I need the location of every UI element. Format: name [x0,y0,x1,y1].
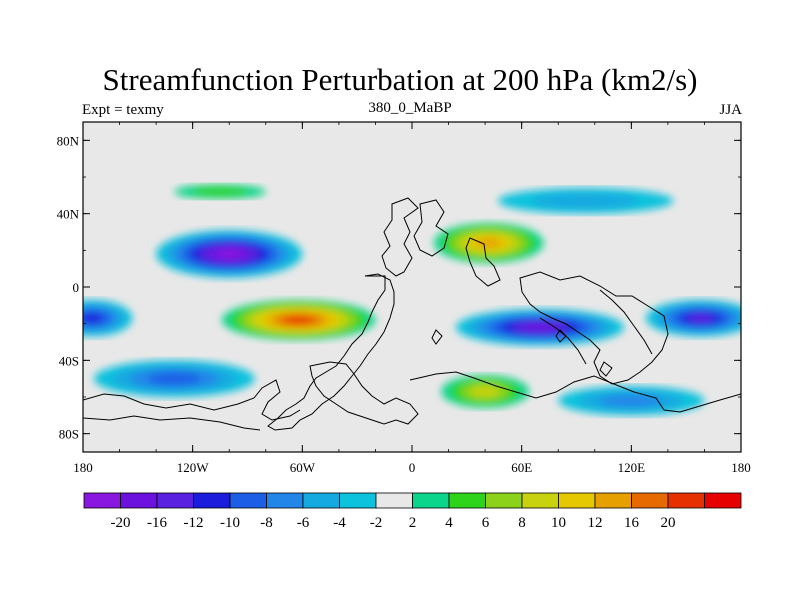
x-tick-label-5: 120E [618,460,646,475]
field-East-Pacific-low [83,299,133,337]
contour-West-Pacific-low--12 [688,313,714,323]
coastline-north-america [381,197,419,277]
coastline-southern-africa [309,361,419,425]
colorbar-label-14: 16 [624,515,640,531]
colorbar-label-13: 12 [588,515,603,531]
colorbar-label-3: -10 [220,515,240,531]
case-label: 380_0_MaBP [368,100,452,116]
colorbar-swatch-14 [594,492,632,509]
field-South-Africa-high [441,375,529,408]
colorbar-swatch-11 [485,492,523,509]
field-Southern-Ocean-low [558,386,705,416]
contour-North-Atlantic-low--4 [532,193,639,209]
colorbar-swatch-3 [193,492,231,509]
contour-North-Pacific-low--20 [216,249,243,259]
colorbar-label-12: 10 [551,515,566,531]
colorbar-label-4: -8 [260,515,273,531]
colorbar-label-8: 2 [409,515,417,531]
coastline-indian-islands [431,329,613,377]
field-South-Pacific-low [93,360,255,397]
field-South-American-high [221,299,376,341]
coastline-south-america [267,273,395,431]
colorbar-label-9: 4 [445,515,453,531]
colorbar-swatch-16 [667,492,705,509]
colorbar-swatch-2 [156,492,194,509]
colorbar-swatch-10 [448,492,486,509]
contour-field [83,184,741,416]
coastlines [83,197,741,431]
x-axis: 180 120W 60W 0 60E 120E 180 [73,122,751,475]
experiment-label: Expt = texmy [82,102,164,118]
colorbar-swatch-13 [558,492,596,509]
colorbar-label-10: 6 [482,515,490,531]
y-tick-label-3: 40S [59,353,79,368]
coastline-asia [519,271,669,385]
y-tick-label-2: 0 [73,280,80,295]
field-Tethys-high [433,222,544,264]
contour-Southern-Ocean-low--6 [600,394,663,407]
field-Indian-Ocean-low [455,309,625,346]
colorbar-swatch-17 [704,492,742,509]
contour-Tethys-high-12 [476,238,502,248]
x-tick-label-2: 60W [290,460,316,475]
colorbar-label-2: -12 [184,515,204,531]
field-North-Atlantic-low [497,188,674,214]
colorbar-label-15: 20 [661,515,676,531]
colorbar: -20 -16 -12 -10 -8 -6 -4 -2 2 4 6 8 10 12 16 20 [83,492,742,531]
field-West-Pacific-low [645,299,741,337]
colorbar-swatch-0 [83,492,121,509]
colorbar-swatch-1 [120,492,158,509]
colorbar-label-1: -16 [147,515,167,531]
colorbar-label-11: 8 [518,515,526,531]
colorbar-label-0: -20 [111,515,131,531]
season-label: JJA [719,102,742,118]
y-axis: 80N 40N 0 40S 80S [57,133,741,442]
colorbar-swatch-7 [339,492,377,509]
coastline-antarctica [83,371,741,431]
field-North-Pacific-low [156,230,303,278]
chart-title: Streamfunction Perturbation at 200 hPa (… [102,62,698,97]
coastline-africa [413,199,501,287]
x-tick-label-6: 180 [731,460,751,475]
contour-East-Pacific-low--10 [83,313,104,324]
contour-Indian-Ocean-low--16 [523,323,557,332]
x-tick-label-1: 120W [177,460,210,475]
colorbar-label-7: -2 [370,515,383,531]
y-tick-label-0: 80N [57,133,80,148]
colorbar-label-6: -4 [333,515,346,531]
colorbar-swatch-15 [631,492,669,509]
contour-South-Africa-high-8 [470,386,500,397]
colorbar-swatch-4 [229,492,267,509]
x-tick-label-0: 180 [73,460,93,475]
colorbar-swatch-8 [375,492,413,509]
coastline-east-asia [539,289,653,365]
colorbar-swatch-6 [302,492,340,509]
contour-South-Pacific-low--8 [147,372,202,385]
x-tick-label-4: 60E [511,460,532,475]
colorbar-label-5: -6 [297,515,310,531]
y-tick-label-4: 80S [59,427,79,442]
contour-Arctic-high-4 [192,187,248,197]
colorbar-swatch-12 [521,492,559,509]
y-tick-label-1: 40N [57,207,80,222]
contour-South-American-high-20 [285,316,313,324]
colorbar-swatch-9 [412,492,450,509]
x-tick-label-3: 0 [409,460,416,475]
colorbar-swatch-5 [266,492,304,509]
field-Arctic-high [174,184,266,200]
